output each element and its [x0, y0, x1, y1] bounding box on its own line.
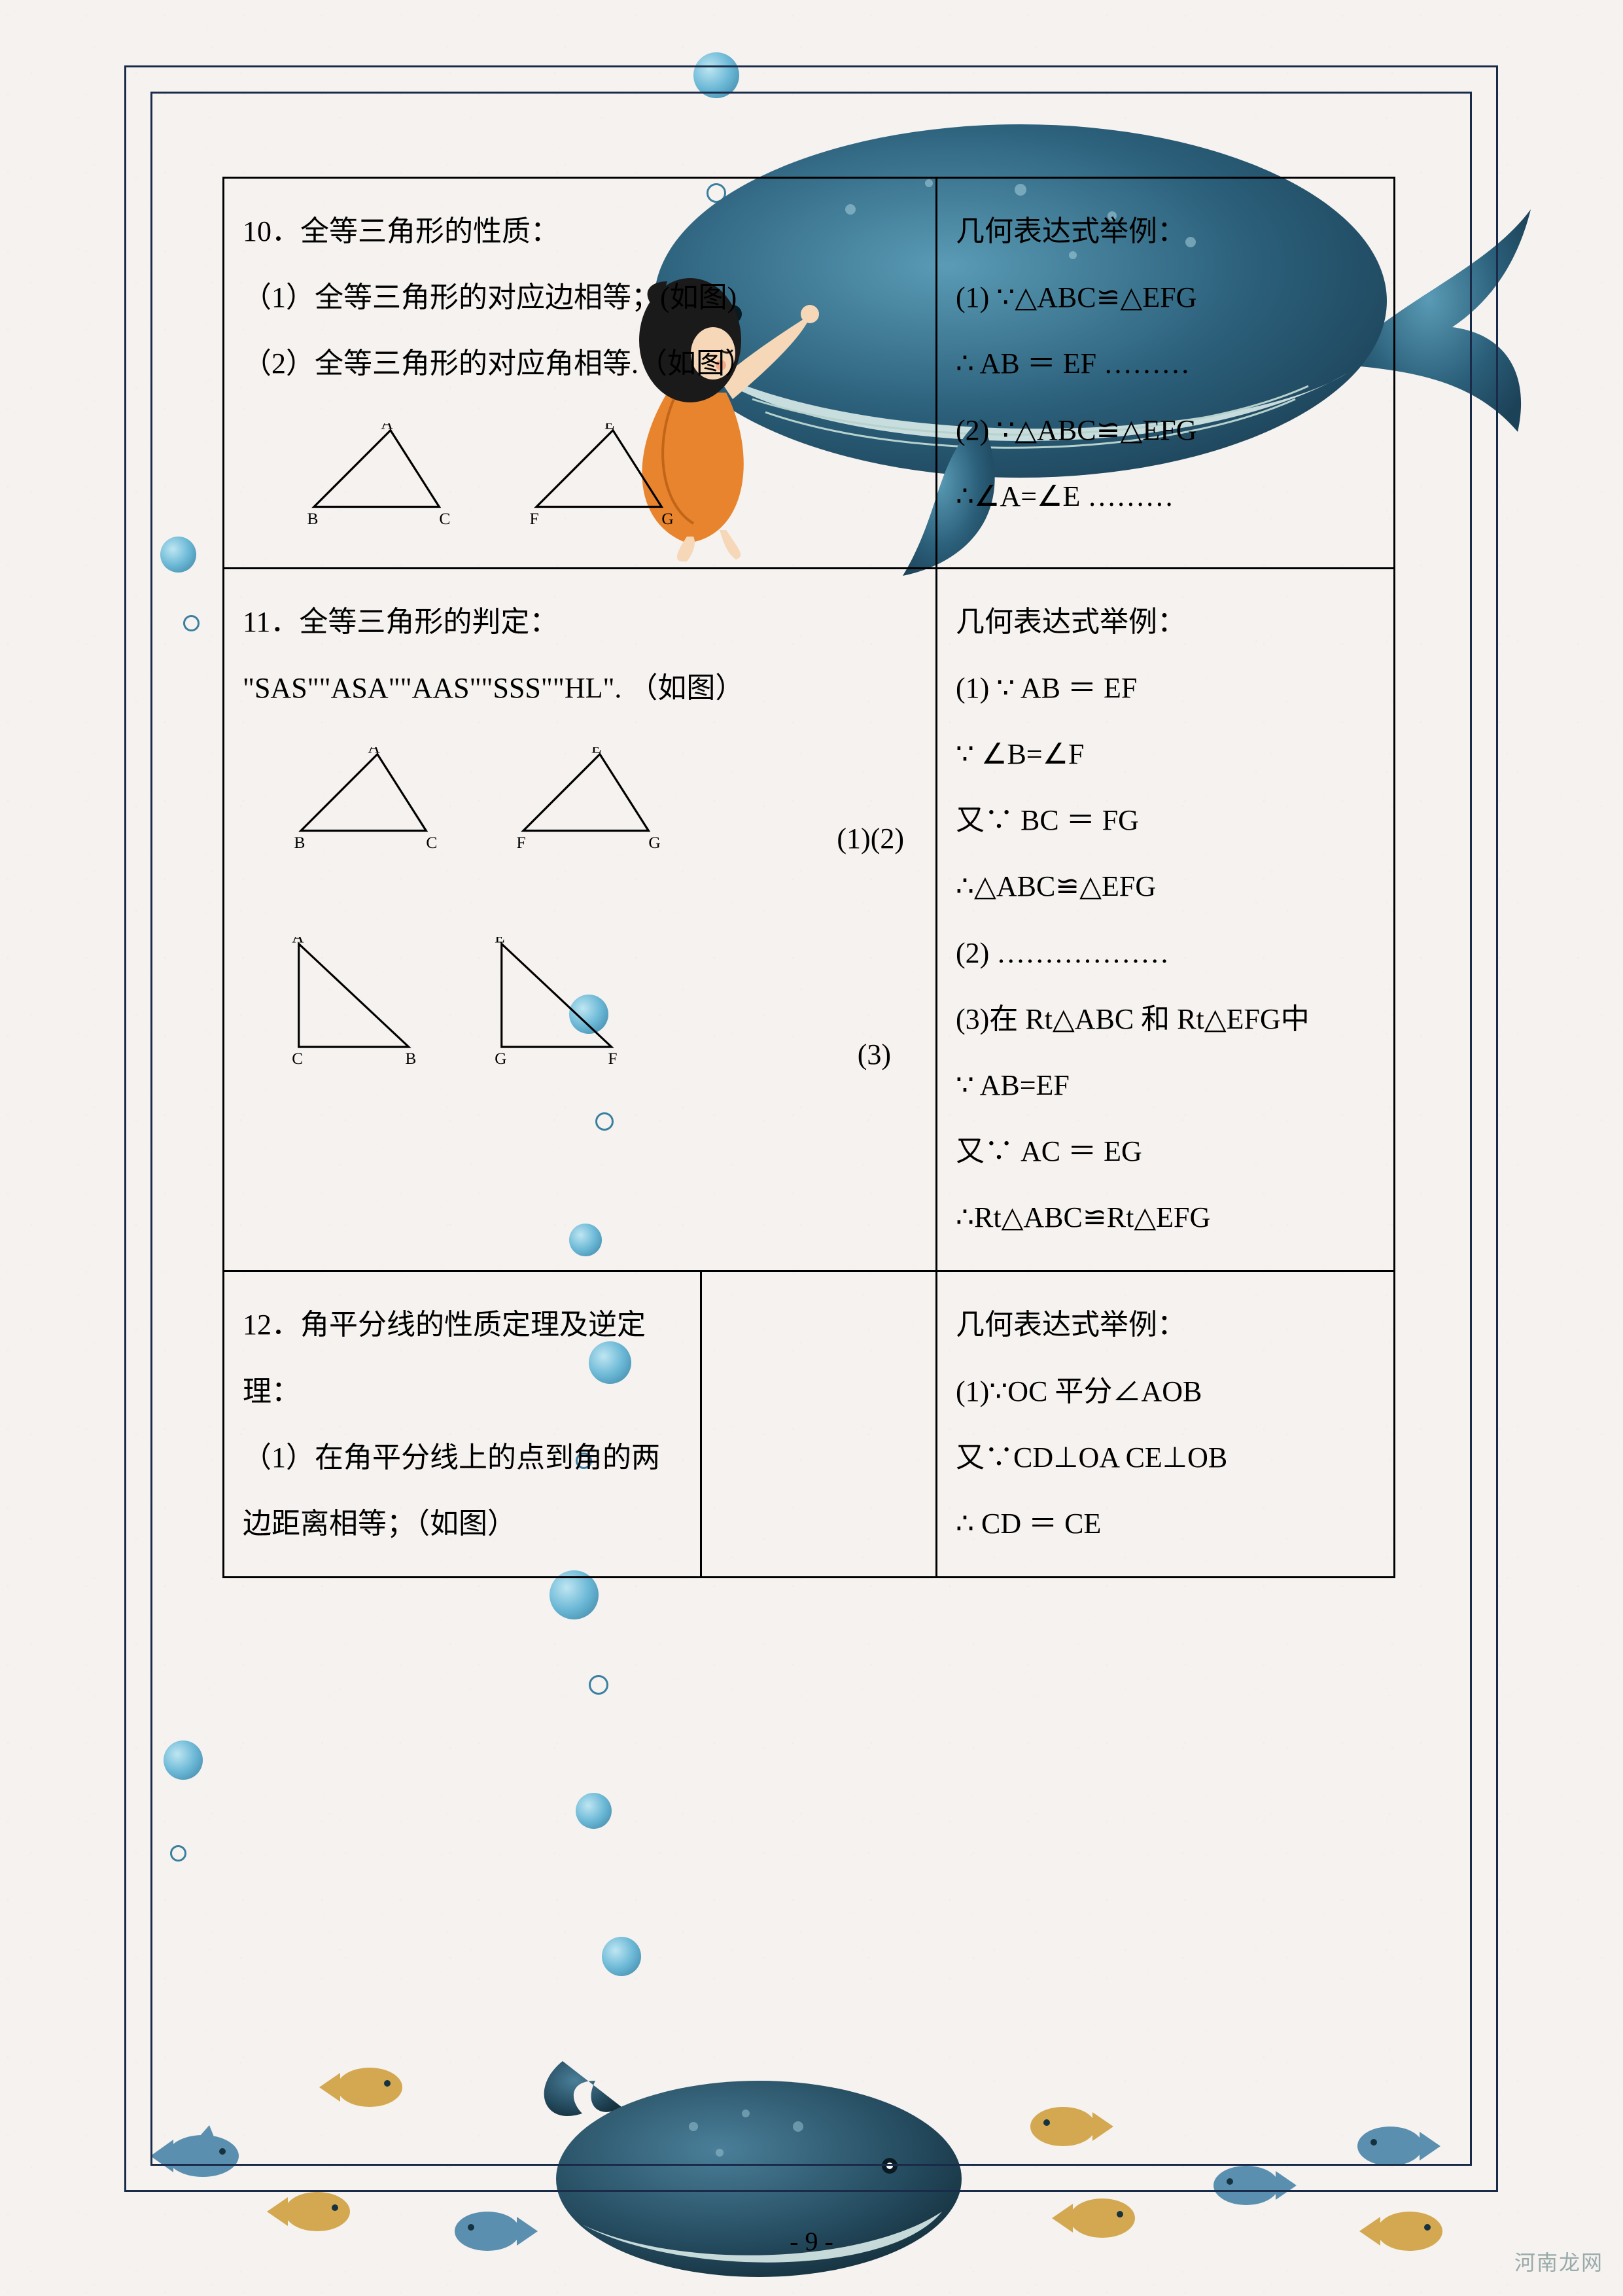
- svg-text:G: G: [661, 509, 673, 528]
- example-line: ∴△ABC≌△EFG: [956, 853, 1375, 919]
- content-area: 10．全等三角形的性质： （1）全等三角形的对应边相等；(如图) （2）全等三角…: [222, 177, 1393, 1578]
- example-line: ∴∠A=∠E ………: [956, 463, 1375, 529]
- svg-text:B: B: [307, 509, 318, 528]
- example-line: ∴Rt△ABC≌Rt△EFG: [956, 1184, 1375, 1250]
- triangle-abc-diagram: A B C: [295, 423, 465, 535]
- example-title: 几何表达式举例：: [956, 1292, 1375, 1358]
- svg-text:E: E: [591, 747, 602, 757]
- theorem-title: 11．全等三角形的判定：: [243, 589, 917, 655]
- theorem-table: 10．全等三角形的性质： （1）全等三角形的对应边相等；(如图) （2）全等三角…: [222, 177, 1395, 1272]
- figure-row: A C B E G F: [282, 937, 635, 1074]
- svg-text:G: G: [648, 833, 660, 852]
- triangle-efg-diagram: E F G: [504, 747, 674, 858]
- watermark-text: 河南龙网: [1514, 2246, 1603, 2276]
- svg-text:B: B: [406, 1050, 417, 1068]
- theorem-line: （2）全等三角形的对应角相等.（如图）: [243, 330, 917, 397]
- table-row: 12．角平分线的性质定理及逆定理： （1）在角平分线上的点到角的两边距离相等；（…: [224, 1272, 1395, 1577]
- fish-icon: [445, 2199, 543, 2264]
- svg-text:F: F: [516, 833, 525, 852]
- example-line: 又∵ AC ＝ EG: [956, 1118, 1375, 1184]
- page-number: - 9 -: [790, 2226, 833, 2257]
- example-line: (2) ∵△ABC≌△EFG: [956, 397, 1375, 463]
- cell-example-10: 几何表达式举例： (1) ∵△ABC≌△EFG ∴ AB ＝ EF ……… (2…: [937, 178, 1395, 569]
- table-row: 11．全等三角形的判定： "SAS""ASA""AAS""SSS""HL". （…: [224, 568, 1395, 1271]
- theorem-line: （1）在角平分线上的点到角的两边距离相等；（如图）: [243, 1424, 682, 1557]
- figure-label: (1)(2): [674, 805, 917, 872]
- svg-text:C: C: [292, 1050, 303, 1068]
- figure-row: A B C E F G: [282, 747, 674, 858]
- theorem-line: "SAS""ASA""AAS""SSS""HL". （如图）: [243, 655, 917, 721]
- svg-text:B: B: [294, 833, 305, 852]
- example-line: (1) ∵△ABC≌△EFG: [956, 264, 1375, 330]
- figure-row: A B C E F G: [295, 423, 917, 535]
- figure-label: (3): [635, 1021, 917, 1087]
- svg-text:A: A: [292, 937, 304, 946]
- svg-text:E: E: [495, 937, 504, 946]
- example-line: ∵ ∠B=∠F: [956, 721, 1375, 787]
- example-title: 几何表达式举例：: [956, 198, 1375, 264]
- example-line: ∴ CD ＝ CE: [956, 1491, 1375, 1557]
- example-title: 几何表达式举例：: [956, 589, 1375, 655]
- example-line: ∴ AB ＝ EF ………: [956, 330, 1375, 397]
- svg-text:C: C: [426, 833, 437, 852]
- example-line: ∵ AB=EF: [956, 1052, 1375, 1118]
- theorem-table-12: 12．角平分线的性质定理及逆定理： （1）在角平分线上的点到角的两边距离相等；（…: [222, 1272, 1395, 1578]
- example-line: (2) ………………: [956, 920, 1375, 986]
- right-triangle-egf-diagram: E G F: [485, 937, 635, 1074]
- cell-example-12: 几何表达式举例： (1)∵OC 平分∠AOB 又∵CD⊥OA CE⊥OB ∴ C…: [937, 1272, 1395, 1577]
- example-line: (1) ∵ AB ＝ EF: [956, 655, 1375, 721]
- svg-text:C: C: [439, 509, 450, 528]
- example-line: 又∵ BC ＝ FG: [956, 787, 1375, 853]
- fish-icon: [1354, 2199, 1452, 2264]
- table-row: 10．全等三角形的性质： （1）全等三角形的对应边相等；(如图) （2）全等三角…: [224, 178, 1395, 569]
- example-line: (3)在 Rt△ABC 和 Rt△EFG中: [956, 986, 1375, 1052]
- example-line: 又∵CD⊥OA CE⊥OB: [956, 1424, 1375, 1491]
- cell-figure-12: [701, 1272, 937, 1577]
- svg-text:E: E: [604, 423, 615, 433]
- theorem-title: 10．全等三角形的性质：: [243, 198, 917, 264]
- cell-theorem-10: 10．全等三角形的性质： （1）全等三角形的对应边相等；(如图) （2）全等三角…: [224, 178, 937, 569]
- svg-text:F: F: [608, 1050, 618, 1068]
- svg-text:F: F: [529, 509, 538, 528]
- theorem-title: 12．角平分线的性质定理及逆定理：: [243, 1292, 682, 1424]
- triangle-efg-diagram: E F G: [517, 423, 688, 535]
- fish-icon: [1047, 2185, 1145, 2251]
- theorem-line: （1）全等三角形的对应边相等；(如图): [243, 264, 917, 330]
- example-line: (1)∵OC 平分∠AOB: [956, 1358, 1375, 1424]
- cell-example-11: 几何表达式举例： (1) ∵ AB ＝ EF ∵ ∠B=∠F 又∵ BC ＝ F…: [937, 568, 1395, 1271]
- cell-theorem-11: 11．全等三角形的判定： "SAS""ASA""AAS""SSS""HL". （…: [224, 568, 937, 1271]
- cell-theorem-12: 12．角平分线的性质定理及逆定理： （1）在角平分线上的点到角的两边距离相等；（…: [224, 1272, 701, 1577]
- svg-text:A: A: [368, 747, 380, 757]
- svg-text:A: A: [381, 423, 393, 433]
- right-triangle-acb-diagram: A C B: [282, 937, 432, 1074]
- svg-text:G: G: [495, 1050, 506, 1068]
- triangle-abc-diagram: A B C: [282, 747, 452, 858]
